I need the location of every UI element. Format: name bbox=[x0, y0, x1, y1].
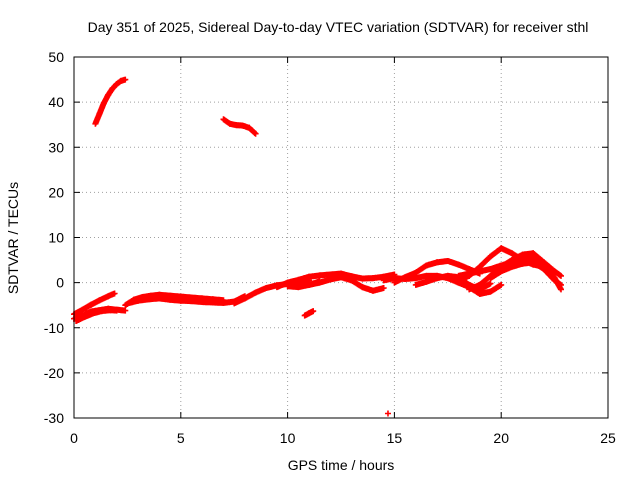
data-point bbox=[487, 280, 494, 287]
x-tick-label: 20 bbox=[493, 430, 509, 446]
data-point bbox=[252, 130, 259, 137]
data-point bbox=[113, 307, 120, 314]
data-point bbox=[498, 281, 505, 288]
data-point bbox=[122, 76, 129, 83]
x-axis-label: GPS time / hours bbox=[288, 457, 395, 473]
x-tick-label: 10 bbox=[280, 430, 296, 446]
y-tick-label: 20 bbox=[48, 184, 64, 200]
series-lone-mid bbox=[301, 308, 317, 319]
y-tick-label: -10 bbox=[44, 320, 64, 336]
x-tick-label: 5 bbox=[177, 430, 185, 446]
series-main-p bbox=[487, 259, 564, 288]
data-point bbox=[122, 307, 129, 314]
data-point bbox=[380, 285, 387, 291]
y-tick-label: 0 bbox=[56, 275, 64, 291]
series-main-h bbox=[306, 274, 387, 294]
y-tick-label: 30 bbox=[48, 139, 64, 155]
x-tick-label: 0 bbox=[70, 430, 78, 446]
data-point bbox=[316, 278, 323, 285]
series-main-b bbox=[71, 290, 118, 318]
y-tick-label: 40 bbox=[48, 94, 64, 110]
y-tick-label: -30 bbox=[44, 410, 64, 426]
series-main-c bbox=[73, 307, 120, 324]
series-lone-low bbox=[384, 410, 391, 417]
series-main-i bbox=[284, 278, 323, 291]
axes: 0 5 10 15 20 25 -30 -20 -10 0 10 20 30 40 50 bbox=[44, 49, 616, 446]
x-tick-label: 25 bbox=[600, 430, 616, 446]
grid bbox=[74, 57, 608, 418]
series-arc-high-mid bbox=[220, 116, 259, 137]
data-point bbox=[558, 281, 564, 288]
y-tick-label: 10 bbox=[48, 230, 64, 246]
chart-title: Day 351 of 2025, Sidereal Day-to-day VTE… bbox=[88, 19, 589, 35]
y-axis-label: SDTVAR / TECUs bbox=[5, 182, 21, 294]
data-point bbox=[310, 308, 317, 315]
data-point bbox=[111, 290, 118, 297]
y-tick-label: 50 bbox=[48, 49, 64, 65]
data-marks bbox=[71, 76, 564, 417]
y-tick-label: -20 bbox=[44, 365, 64, 381]
data-point bbox=[384, 410, 391, 417]
x-tick-label: 15 bbox=[387, 430, 403, 446]
series-main-o bbox=[466, 250, 564, 293]
series-arc-high-early bbox=[92, 76, 129, 127]
data-point bbox=[558, 272, 564, 279]
plot-frame bbox=[73, 56, 609, 419]
